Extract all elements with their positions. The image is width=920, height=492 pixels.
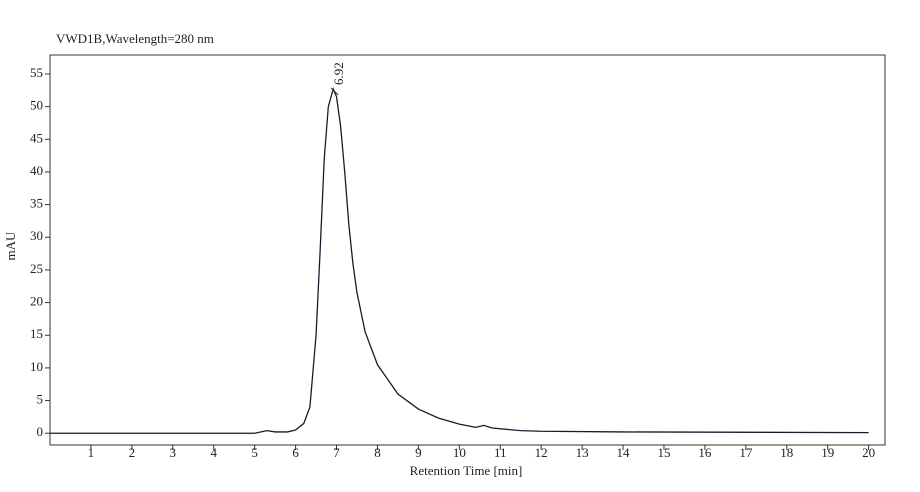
x-tick-label: 4: [210, 445, 217, 460]
x-tick-label: 20: [862, 445, 875, 460]
y-tick-label: 5: [37, 392, 44, 407]
y-tick-label: 15: [30, 326, 43, 341]
y-tick-label: 10: [30, 359, 43, 374]
x-tick-label: 11: [494, 445, 507, 460]
y-tick-label: 0: [37, 424, 44, 439]
peak-marker: [330, 87, 339, 96]
signal-line: [50, 86, 869, 434]
x-tick-label: 7: [333, 445, 340, 460]
x-tick-label: 10: [453, 445, 466, 460]
x-tick-label: 5: [251, 445, 258, 460]
chart-title: VWD1B,Wavelength=280 nm: [56, 31, 214, 46]
x-tick-label: 15: [657, 445, 670, 460]
y-tick-label: 40: [30, 163, 43, 178]
y-tick-label: 35: [30, 196, 43, 211]
y-tick-label: 30: [30, 228, 43, 243]
x-axis-label: Retention Time [min]: [410, 463, 523, 478]
x-tick-label: 12: [535, 445, 548, 460]
y-axis-label: mAU: [3, 231, 18, 261]
y-tick-label: 45: [30, 130, 43, 145]
x-tick-label: 8: [374, 445, 381, 460]
x-tick-label: 1: [88, 445, 95, 460]
x-tick-label: 2: [129, 445, 136, 460]
x-tick-label: 18: [780, 445, 793, 460]
y-tick-label: 25: [30, 261, 43, 276]
x-tick-label: 17: [739, 445, 753, 460]
plot-frame: [49, 54, 886, 446]
peak-label: 6.92: [331, 62, 346, 85]
x-tick-label: 19: [821, 445, 834, 460]
x-tick-label: 13: [576, 445, 589, 460]
y-tick-label: 20: [30, 294, 43, 309]
y-tick-label: 50: [30, 98, 43, 113]
x-tick-label: 3: [170, 445, 177, 460]
x-tick-label: 16: [698, 445, 712, 460]
x-tick-label: 6: [292, 445, 299, 460]
x-tick-label: 9: [415, 445, 422, 460]
y-tick-label: 55: [30, 65, 43, 80]
x-tick-label: 14: [617, 445, 631, 460]
